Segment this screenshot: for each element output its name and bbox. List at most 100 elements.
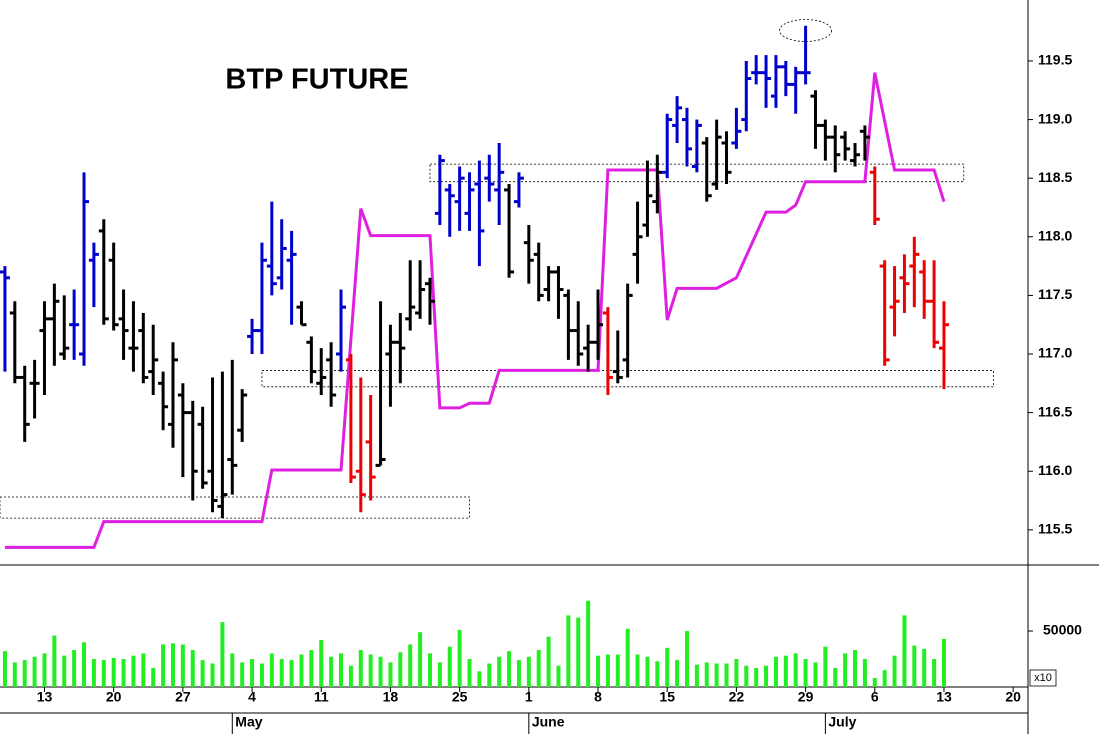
volume-bar [309, 650, 314, 687]
volume-bar [141, 653, 146, 687]
y-tick-label: 117.5 [1038, 286, 1072, 302]
volume-bar [823, 646, 828, 687]
volume-bar [339, 653, 344, 687]
x-tick-label: 15 [659, 689, 675, 705]
y-tick-label: 118.0 [1038, 227, 1072, 243]
volume-bar [932, 659, 937, 687]
month-label: May [235, 714, 262, 730]
y-tick-label: 116.0 [1038, 462, 1072, 478]
volume-bar [2, 651, 7, 687]
x-tick-label: 27 [175, 689, 191, 705]
month-label: July [828, 714, 856, 730]
volume-bar [220, 622, 225, 687]
y-tick-label: 115.5 [1038, 521, 1072, 537]
volume-bar [378, 656, 383, 687]
volume-bar [665, 647, 670, 687]
volume-bar [131, 655, 136, 687]
volume-bar [329, 656, 334, 687]
y-tick-label: 118.5 [1038, 169, 1072, 185]
x-tick-label: 25 [452, 689, 468, 705]
y-tick-label: 116.5 [1038, 403, 1072, 419]
volume-bar [12, 662, 17, 687]
volume-bar [22, 660, 27, 687]
volume-bar [210, 663, 215, 687]
volume-bar [882, 670, 887, 687]
chart-title: BTP FUTURE [225, 64, 408, 96]
volume-bar [101, 660, 106, 687]
volume-bar [279, 659, 284, 687]
volume-bar [635, 654, 640, 687]
volume-bar [497, 656, 502, 687]
unit-box [1029, 669, 1057, 687]
volume-bar [388, 662, 393, 687]
y-tick-label: 50000 [1043, 622, 1082, 638]
volume-bar [843, 653, 848, 687]
volume-bar [783, 655, 788, 687]
volume-bar [586, 600, 591, 687]
volume-bar [625, 628, 630, 687]
month-label: June [532, 714, 565, 730]
volume-bar [418, 632, 423, 687]
volume-bar [833, 667, 838, 687]
volume-bar [42, 653, 47, 687]
volume-bar [902, 615, 907, 687]
volume-bar [803, 659, 808, 687]
volume-bar [151, 667, 156, 687]
volume-bar [793, 653, 798, 687]
x-tick-label: 20 [1005, 689, 1021, 705]
volume-bar [200, 660, 205, 687]
x-tick-label: 8 [594, 689, 602, 705]
volume-bar [180, 644, 185, 687]
y-tick-label: 117.0 [1038, 345, 1072, 361]
volume-bar [398, 652, 403, 687]
volume-bar [764, 665, 769, 687]
volume-bar [744, 665, 749, 687]
volume-bar [704, 662, 709, 687]
volume-bar [82, 642, 87, 687]
volume-bar [477, 671, 482, 687]
volume-bar [111, 657, 116, 687]
volume-bar [754, 667, 759, 687]
volume-bar [269, 653, 274, 687]
volume-bar [813, 662, 818, 687]
volume-bar [714, 663, 719, 687]
volume-bar [170, 643, 175, 687]
volume-bar [862, 659, 867, 687]
volume-bar [457, 629, 462, 687]
volume-bar [892, 655, 897, 687]
volume-bar [358, 650, 363, 687]
x-tick-label: 4 [248, 689, 256, 705]
volume-bar [516, 660, 521, 687]
volume-bar [615, 654, 620, 687]
volume-bar [299, 654, 304, 687]
x-tick-label: 20 [106, 689, 122, 705]
volume-bar [437, 662, 442, 687]
x-tick-label: 29 [798, 689, 814, 705]
volume-bar [724, 663, 729, 687]
y-tick-label: 119.5 [1038, 52, 1072, 68]
volume-bar [507, 651, 512, 687]
x-tick-label: 11 [314, 689, 329, 705]
volume-bar [62, 655, 67, 687]
volume-bar [675, 660, 680, 687]
volume-bar [773, 656, 778, 687]
volume-bar [161, 644, 166, 687]
volume-bar [487, 663, 492, 687]
volume-bar [694, 664, 699, 687]
volume-bar [230, 653, 235, 687]
volume-bar [645, 656, 650, 687]
volume-bar [556, 665, 561, 687]
volume-bar [853, 650, 858, 687]
highlight [779, 19, 832, 42]
volume-bar [121, 659, 126, 687]
zone [429, 163, 965, 183]
volume-bar [941, 638, 946, 687]
volume-bar [368, 654, 373, 687]
volume-bar [467, 659, 472, 687]
x-tick-label: 1 [525, 689, 533, 705]
volume-bar [72, 650, 77, 687]
x-tick-label: 13 [37, 689, 53, 705]
volume-bar [912, 645, 917, 687]
